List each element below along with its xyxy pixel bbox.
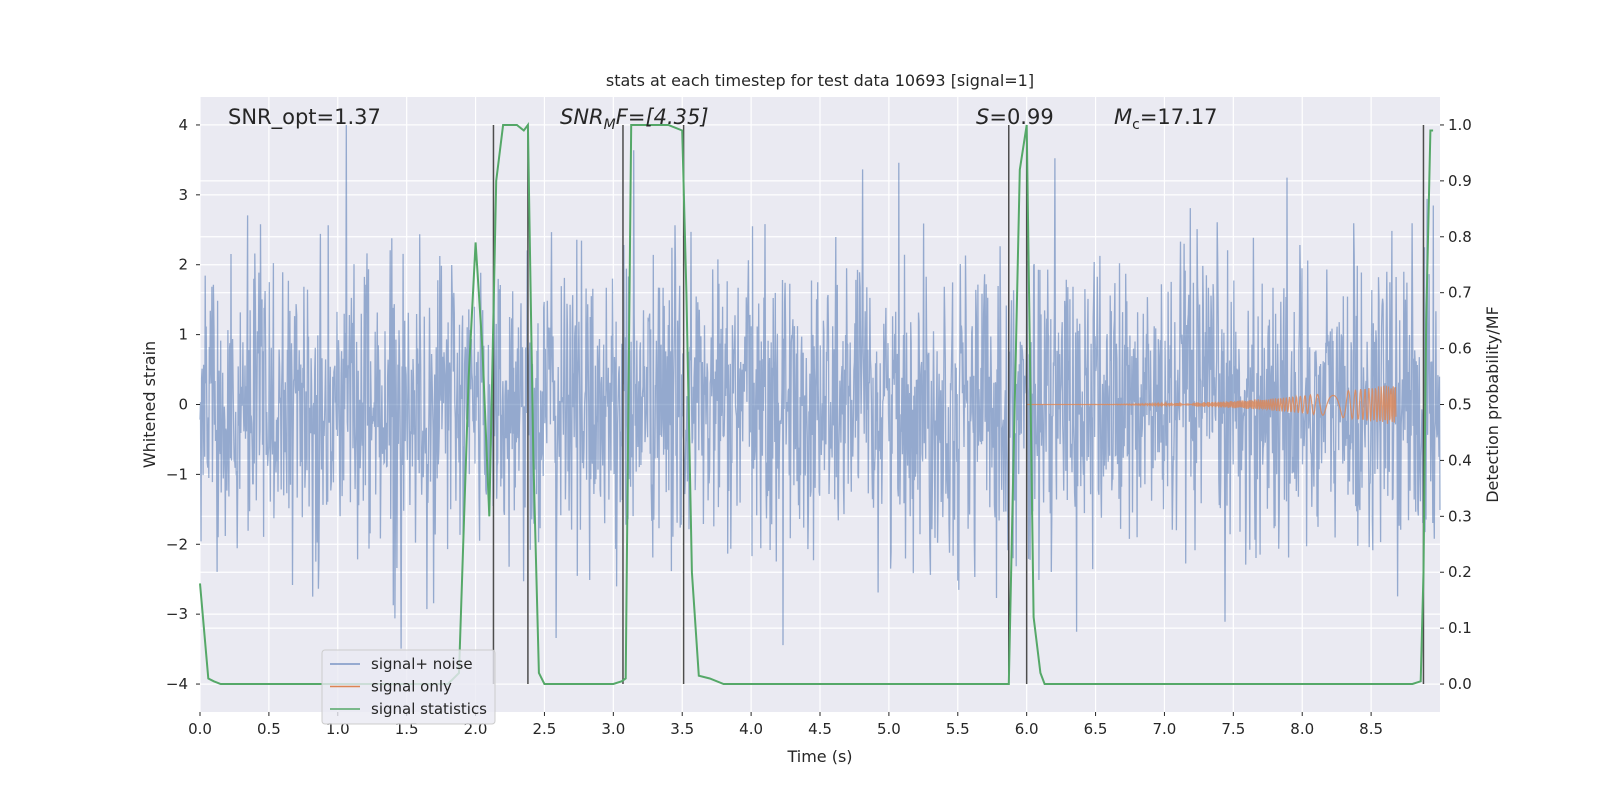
x-tick-label: 6.0 (1015, 720, 1039, 738)
x-tick-label: 2.5 (533, 720, 557, 738)
legend-box (321, 649, 496, 725)
y-axis-right-label: Detection probability/MF (1483, 306, 1502, 503)
annotation-snr-mf: SNRMF=[4.35] (560, 105, 709, 133)
y-right-tick-label: 0.8 (1448, 228, 1472, 246)
x-tick-label: 0.0 (188, 720, 212, 738)
y-right-tick-label: 0.6 (1448, 340, 1472, 358)
y-axis-left-label: Whitened strain (140, 341, 159, 468)
y-right-tick-label: 0.3 (1448, 507, 1472, 525)
y-right-tick-label: 0.9 (1448, 172, 1472, 190)
signal-noise-line (199, 124, 1441, 649)
y-left-tick-label: −3 (166, 605, 188, 623)
legend-label-signal-statistics: signal statistics (371, 700, 487, 718)
annotation-s-value: =0.99 (989, 105, 1053, 129)
x-tick-label: 8.0 (1290, 720, 1314, 738)
annotation-mc-symbol: M (1114, 105, 1132, 129)
annotation-mc-sub: c (1132, 117, 1140, 133)
annotation-snr-mf-tail: F=[4.35] (616, 105, 709, 129)
y-right-tick-label: 0.5 (1448, 396, 1472, 414)
x-tick-label: 4.5 (808, 720, 832, 738)
y-right-tick-label: 0.1 (1448, 619, 1472, 637)
y-right-tick-label: 0.4 (1448, 451, 1472, 469)
x-tick-label: 7.5 (1221, 720, 1245, 738)
axis-ticks: 0.0 0.5 1.0 1.5 2.0 2.5 3.0 3.5 4.0 4.5 5.0 5.5 6.0 6… (166, 116, 1472, 738)
y-left-tick-label: −2 (166, 535, 188, 553)
annotation-snr-mf-main: SNR (560, 105, 604, 129)
x-tick-label: 6.5 (1084, 720, 1108, 738)
y-right-tick-label: 0.2 (1448, 563, 1472, 581)
x-tick-label: 4.0 (739, 720, 763, 738)
legend-label-signal-only: signal only (371, 678, 452, 696)
y-left-tick-label: 4 (178, 116, 188, 134)
annotation-snr-mf-sub: M (604, 117, 616, 133)
x-tick-label: 8.5 (1359, 720, 1383, 738)
y-right-tick-label: 1.0 (1448, 116, 1472, 134)
x-tick-label: 0.5 (257, 720, 281, 738)
signal-only-series (1026, 385, 1397, 424)
y-left-tick-label: 0 (178, 396, 188, 414)
signal-statistics-series (199, 122, 1434, 685)
legend-label-signal-noise: signal+ noise (371, 655, 473, 673)
y-right-tick-label: 0.7 (1448, 284, 1472, 302)
x-tick-label: 5.5 (946, 720, 970, 738)
signal-only-line (1026, 385, 1397, 424)
annotation-s-symbol: S (976, 105, 989, 129)
y-right-tick-label: 0.0 (1448, 675, 1472, 693)
x-tick-label: 3.5 (670, 720, 694, 738)
signal-noise-series (199, 124, 1441, 649)
annotation-snr-opt: SNR_opt=1.37 (228, 105, 381, 130)
x-tick-label: 3.0 (601, 720, 625, 738)
x-tick-label: 7.0 (1153, 720, 1177, 738)
y-left-tick-label: 2 (178, 256, 188, 274)
signal-statistics-line (199, 122, 1434, 685)
y-left-tick-label: 3 (178, 186, 188, 204)
annotation-mc: Mc=17.17 (1114, 105, 1218, 133)
y-left-tick-label: 1 (178, 326, 188, 344)
chart-title: stats at each timestep for test data 106… (606, 71, 1034, 90)
legend: signal+ noise signal only signal statist… (321, 649, 496, 725)
y-left-tick-label: −4 (166, 675, 188, 693)
annotation-mc-value: =17.17 (1140, 105, 1218, 129)
x-axis-label: Time (s) (786, 747, 852, 766)
y-left-tick-label: −1 (166, 465, 188, 483)
x-tick-label: 5.0 (877, 720, 901, 738)
annotation-s: S=0.99 (976, 105, 1054, 129)
